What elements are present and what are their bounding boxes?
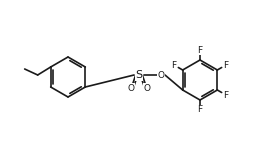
- Text: S: S: [136, 70, 143, 80]
- Text: O: O: [127, 84, 134, 93]
- Text: O: O: [157, 71, 164, 80]
- Text: F: F: [171, 60, 177, 69]
- Text: O: O: [143, 84, 150, 93]
- Text: F: F: [197, 45, 202, 54]
- Text: F: F: [223, 91, 228, 99]
- Text: F: F: [197, 106, 202, 114]
- Text: F: F: [223, 60, 228, 69]
